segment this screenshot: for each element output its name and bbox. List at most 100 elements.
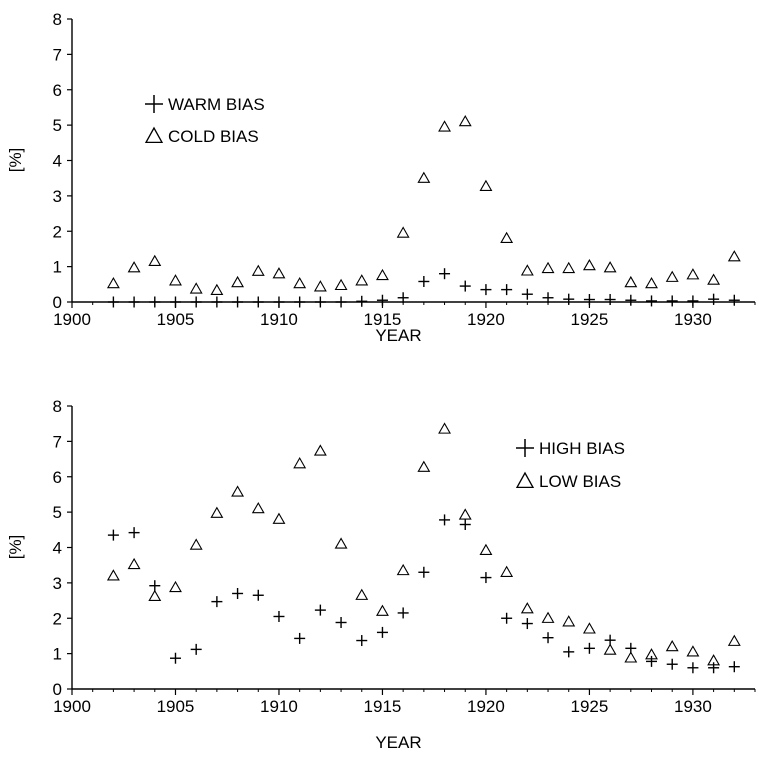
- data-point-plus: [480, 284, 492, 296]
- data-point-triangle: [727, 634, 741, 646]
- x-tick-label: 1905: [157, 697, 195, 716]
- data-point-plus: [459, 280, 471, 292]
- data-point-triangle: [169, 580, 182, 593]
- data-point-triangle: [582, 622, 596, 634]
- data-point-plus: [294, 296, 306, 308]
- y-tick-label: 2: [53, 609, 62, 628]
- data-point-plus: [128, 296, 140, 308]
- data-point-triangle: [645, 276, 658, 289]
- data-point-plus: [480, 572, 492, 584]
- data-point-plus: [583, 642, 595, 654]
- data-point-triangle: [479, 543, 493, 556]
- y-tick-label: 3: [53, 574, 62, 593]
- data-point-triangle: [106, 569, 120, 581]
- data-point-triangle: [396, 563, 410, 576]
- legend-label: COLD BIAS: [168, 127, 259, 146]
- data-point-triangle: [500, 565, 514, 577]
- y-tick-label: 4: [53, 539, 62, 558]
- data-point-plus: [418, 566, 430, 578]
- data-point-plus: [107, 529, 119, 541]
- data-point-plus: [646, 655, 658, 667]
- data-point-triangle: [313, 280, 327, 292]
- data-point-triangle: [582, 258, 596, 271]
- y-tick-label: 6: [53, 468, 62, 487]
- data-point-plus: [708, 662, 720, 674]
- data-point-triangle: [665, 639, 679, 652]
- y-tick-label: 5: [53, 503, 62, 522]
- y-axis-title: [%]: [6, 148, 25, 173]
- data-point-triangle: [645, 648, 658, 660]
- data-point-plus: [666, 295, 678, 307]
- y-tick-label: 7: [53, 45, 62, 64]
- data-point-plus: [211, 596, 223, 608]
- data-point-triangle: [148, 589, 162, 601]
- data-point-plus: [232, 296, 244, 308]
- data-point-plus: [294, 632, 306, 644]
- x-tick-label: 1915: [364, 310, 402, 329]
- y-tick-label: 7: [53, 432, 62, 451]
- legend-marker: [515, 471, 535, 489]
- data-point-triangle: [355, 274, 369, 286]
- y-tick-label: 8: [53, 397, 62, 416]
- data-point-triangle: [438, 422, 451, 434]
- data-point-plus: [273, 296, 285, 308]
- data-point-triangle: [148, 254, 162, 266]
- data-point-plus: [397, 292, 409, 304]
- y-tick-label: 2: [53, 222, 62, 241]
- y-tick-label: 4: [53, 152, 62, 171]
- data-point-plus: [149, 296, 161, 308]
- data-point-triangle: [355, 588, 369, 600]
- data-point-triangle: [479, 179, 493, 191]
- data-point-triangle: [396, 226, 410, 238]
- data-point-plus: [397, 607, 409, 619]
- data-point-triangle: [106, 276, 120, 289]
- data-point-plus: [232, 587, 244, 599]
- data-point-plus: [542, 632, 554, 644]
- data-point-plus: [666, 658, 678, 670]
- data-point-triangle: [251, 501, 265, 514]
- series-warm-bias: [107, 268, 740, 308]
- data-point-triangle: [334, 537, 348, 549]
- data-point-plus: [376, 294, 388, 306]
- x-tick-label: 1925: [571, 697, 609, 716]
- y-tick-label: 0: [53, 293, 62, 312]
- data-point-plus: [314, 296, 326, 308]
- data-point-triangle: [520, 264, 534, 276]
- data-point-plus: [708, 293, 720, 305]
- data-point-triangle: [438, 120, 451, 132]
- y-tick-label: 1: [53, 645, 62, 664]
- data-point-plus: [604, 294, 616, 306]
- data-point-triangle: [541, 261, 555, 274]
- data-point-triangle: [127, 557, 141, 570]
- x-tick-label: 1930: [674, 697, 712, 716]
- data-point-plus: [646, 295, 658, 307]
- data-point-triangle: [313, 444, 327, 456]
- data-point-plus: [501, 612, 513, 624]
- data-point-triangle: [169, 274, 182, 286]
- data-point-plus: [687, 295, 699, 307]
- data-point-triangle: [189, 538, 203, 550]
- data-point-triangle: [624, 651, 638, 663]
- data-point-plus: [356, 295, 368, 307]
- data-point-triangle: [686, 268, 700, 280]
- x-tick-label: 1915: [364, 697, 402, 716]
- data-point-plus: [563, 293, 575, 305]
- legend-marker: [516, 439, 534, 457]
- data-point-plus: [107, 296, 119, 308]
- panel-1: 0 1 2 3 4 5 6 7 8 1900 1905 1910 1915 1920 1925 1930 YEA…: [6, 10, 756, 345]
- data-point-plus: [128, 527, 140, 539]
- data-point-plus: [728, 294, 740, 306]
- data-point-plus: [314, 604, 326, 616]
- legend: WARM BIAS COLD BIAS: [144, 95, 265, 146]
- legend-triangle: [515, 471, 535, 489]
- data-point-triangle: [231, 275, 245, 288]
- x-axis-title: YEAR: [375, 326, 421, 345]
- data-point-plus: [542, 292, 554, 304]
- data-point-plus: [687, 662, 699, 674]
- data-point-triangle: [417, 171, 431, 183]
- data-point-triangle: [520, 602, 534, 614]
- x-axis-title: YEAR: [375, 733, 421, 752]
- panel-2: 0 1 2 3 4 5 6 7 8 1900 1905 1910 1915 1920 1925 1930 YEA…: [6, 397, 756, 752]
- data-point-triangle: [624, 275, 638, 288]
